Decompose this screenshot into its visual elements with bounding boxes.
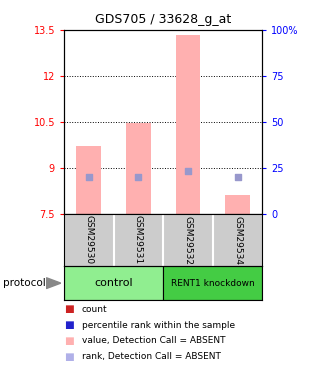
Text: ■: ■: [64, 320, 74, 330]
Text: ■: ■: [64, 304, 74, 314]
Text: GSM29532: GSM29532: [183, 216, 193, 264]
Bar: [225, 195, 250, 214]
Text: percentile rank within the sample: percentile rank within the sample: [82, 321, 235, 330]
Text: GSM29531: GSM29531: [134, 215, 143, 265]
Text: GDS705 / 33628_g_at: GDS705 / 33628_g_at: [95, 13, 231, 26]
Point: [235, 174, 240, 180]
Text: rank, Detection Call = ABSENT: rank, Detection Call = ABSENT: [82, 352, 220, 361]
Point: [186, 168, 191, 174]
Point: [136, 174, 141, 180]
Text: protocol: protocol: [3, 278, 46, 288]
Text: control: control: [94, 278, 133, 288]
Text: GSM29530: GSM29530: [84, 215, 93, 265]
Text: ■: ■: [64, 352, 74, 362]
Text: value, Detection Call = ABSENT: value, Detection Call = ABSENT: [82, 336, 225, 345]
Text: GSM29534: GSM29534: [233, 216, 242, 264]
Text: count: count: [82, 305, 107, 314]
Bar: [76, 146, 101, 214]
Point: [86, 174, 92, 180]
Text: RENT1 knockdown: RENT1 knockdown: [171, 279, 255, 288]
Bar: [163, 266, 262, 300]
Bar: [64, 266, 163, 300]
Text: ■: ■: [64, 336, 74, 346]
Polygon shape: [46, 278, 61, 288]
Bar: [126, 123, 151, 214]
Bar: [176, 34, 200, 214]
